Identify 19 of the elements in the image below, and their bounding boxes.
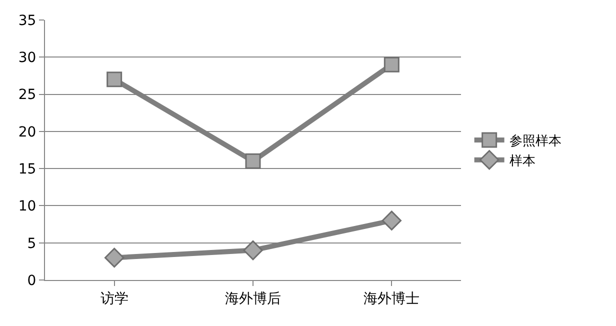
y-tick-label: 5 xyxy=(27,236,36,252)
point xyxy=(384,56,400,72)
point xyxy=(106,72,122,88)
legend-label: 参照样本 xyxy=(509,134,562,150)
y-tick-label: 15 xyxy=(18,161,36,178)
x-tick-label: 访学 xyxy=(100,290,128,307)
y-tick-label: 0 xyxy=(27,272,36,289)
x-tick-label: 海外博后 xyxy=(225,290,281,307)
point xyxy=(382,210,402,230)
point xyxy=(245,153,261,169)
y-tick-label: 20 xyxy=(18,124,36,140)
legend-label: 样本 xyxy=(509,154,536,169)
point xyxy=(243,240,263,260)
point xyxy=(104,248,124,268)
y-tick-label: 10 xyxy=(18,198,36,215)
y-tick-label: 35 xyxy=(18,12,36,29)
x-tick-label: 海外博士 xyxy=(364,290,420,307)
y-tick-label: 25 xyxy=(18,87,36,104)
y-tick-label: 30 xyxy=(18,50,36,66)
